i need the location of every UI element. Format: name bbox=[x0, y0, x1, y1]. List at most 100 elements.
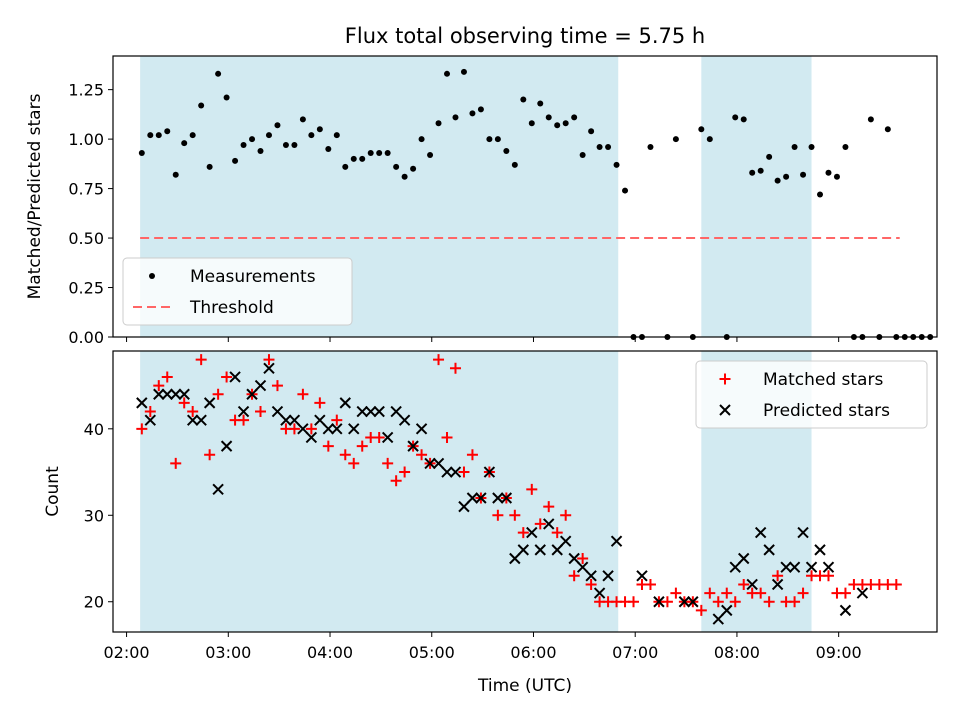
matched-star-point bbox=[356, 440, 368, 452]
matched-star-point bbox=[568, 570, 580, 582]
matched-star-point bbox=[153, 380, 165, 392]
matched-star-point bbox=[763, 596, 775, 608]
predicted-star-point bbox=[585, 570, 597, 582]
measurement-point bbox=[333, 132, 340, 139]
predicted-star-point bbox=[602, 570, 614, 582]
predicted-star-point bbox=[568, 552, 580, 565]
matched-star-point bbox=[144, 406, 156, 418]
legend-label: Predicted stars bbox=[763, 401, 890, 421]
x-tick-label: 09:00 bbox=[816, 643, 862, 662]
y-tick-label: 20 bbox=[84, 593, 104, 612]
measurement-point bbox=[647, 144, 654, 151]
measurement-point bbox=[749, 169, 756, 176]
predicted-star-point bbox=[288, 414, 301, 426]
measurement-point bbox=[545, 114, 552, 121]
predicted-star-point bbox=[636, 570, 648, 582]
measurement-point bbox=[308, 132, 315, 139]
matched-star-point bbox=[772, 570, 784, 582]
predicted-star-point bbox=[203, 397, 216, 409]
matched-star-point bbox=[628, 596, 640, 608]
matched-star-point bbox=[560, 509, 572, 521]
measurement-point bbox=[562, 120, 569, 127]
matched-star-point bbox=[509, 509, 521, 521]
measurement-point bbox=[155, 132, 162, 139]
shaded-interval bbox=[140, 351, 619, 632]
measurement-point bbox=[350, 155, 357, 162]
matched-star-point bbox=[466, 449, 478, 461]
predicted-star-point bbox=[534, 544, 546, 556]
y-tick-label: 40 bbox=[84, 420, 104, 439]
predicted-star-point bbox=[365, 405, 377, 418]
matched-star-point bbox=[712, 596, 724, 608]
predicted-star-point bbox=[407, 440, 419, 452]
matched-star-point bbox=[305, 423, 317, 435]
predicted-star-point bbox=[331, 423, 343, 435]
predicted-star-point bbox=[788, 561, 801, 573]
matched-star-point bbox=[543, 501, 555, 513]
matched-star-point bbox=[433, 354, 445, 366]
matched-star-point bbox=[416, 449, 428, 461]
measurement-point bbox=[265, 132, 272, 139]
measurement-point bbox=[460, 68, 467, 75]
matched-star-point bbox=[204, 449, 216, 461]
plot-frame bbox=[112, 55, 938, 338]
y-axis-label: Matched/Predicted stars bbox=[25, 93, 45, 299]
measurement-point bbox=[138, 149, 145, 156]
measurement-point bbox=[291, 142, 298, 149]
predicted-star-point bbox=[356, 405, 368, 418]
measurement-point bbox=[325, 146, 332, 153]
matched-star-point bbox=[170, 457, 182, 469]
matched-star-point bbox=[187, 406, 199, 418]
predicted-star-point bbox=[721, 604, 733, 617]
predicted-star-point bbox=[458, 500, 470, 513]
measurement-point bbox=[486, 136, 493, 143]
measurement-point bbox=[800, 171, 807, 178]
predicted-star-point bbox=[559, 535, 572, 547]
predicted-star-point bbox=[153, 388, 165, 400]
measurement-point bbox=[571, 114, 578, 121]
measurement-point bbox=[257, 147, 264, 154]
legend: Measurements Threshold bbox=[122, 257, 353, 326]
bottom-panel: 20 30 40 02:00 03:00 04:00 05:00 06:00 07:00 08:0… bbox=[43, 350, 938, 662]
x-tick-label: 04:00 bbox=[307, 643, 353, 662]
measurement-point bbox=[198, 102, 205, 109]
measurement-point bbox=[189, 132, 196, 139]
measurement-point bbox=[240, 142, 247, 149]
predicted-star-point bbox=[254, 379, 267, 392]
predicted-star-point bbox=[483, 466, 496, 478]
measurement-point bbox=[520, 96, 527, 103]
matched-star-point bbox=[517, 527, 529, 539]
predicted-star-point bbox=[500, 492, 513, 504]
predicted-star-point bbox=[136, 397, 148, 409]
y-tick-label: 0.00 bbox=[68, 328, 104, 347]
top-panel: 0.00 0.25 0.50 0.75 1.00 1.25 Matched/Predicte… bbox=[25, 55, 938, 347]
matched-star-point bbox=[373, 431, 385, 443]
predicted-star-point bbox=[729, 561, 741, 573]
predicted-star-point bbox=[526, 526, 538, 539]
measurement-point bbox=[223, 94, 230, 101]
measurement-point bbox=[537, 100, 544, 107]
legend: Matched stars Predicted stars bbox=[695, 360, 928, 429]
measurement-point bbox=[494, 136, 501, 143]
measurement-point bbox=[410, 165, 417, 172]
predicted-star-point bbox=[186, 414, 199, 426]
predicted-star-point bbox=[373, 405, 385, 418]
measurement-point bbox=[732, 114, 739, 121]
y-tick-label: 0.25 bbox=[68, 279, 104, 298]
y-axis-label: Count bbox=[43, 466, 63, 517]
measurement-point bbox=[384, 149, 391, 156]
measurement-point bbox=[783, 173, 790, 180]
x-axis-label: Time (UTC) bbox=[477, 676, 572, 696]
predicted-star-point bbox=[314, 414, 326, 426]
predicted-star-point bbox=[178, 388, 190, 400]
measurement-point bbox=[215, 70, 222, 77]
y-tick-label: 0.75 bbox=[68, 180, 104, 199]
matched-star-point bbox=[297, 388, 309, 400]
predicted-star-point bbox=[492, 492, 504, 504]
legend-box bbox=[122, 257, 353, 326]
measurement-point bbox=[367, 149, 374, 156]
measurement-point bbox=[359, 155, 366, 162]
x-tick-label: 07:00 bbox=[612, 643, 658, 662]
matched-star-point bbox=[577, 553, 589, 565]
predicted-star-point bbox=[822, 561, 835, 573]
